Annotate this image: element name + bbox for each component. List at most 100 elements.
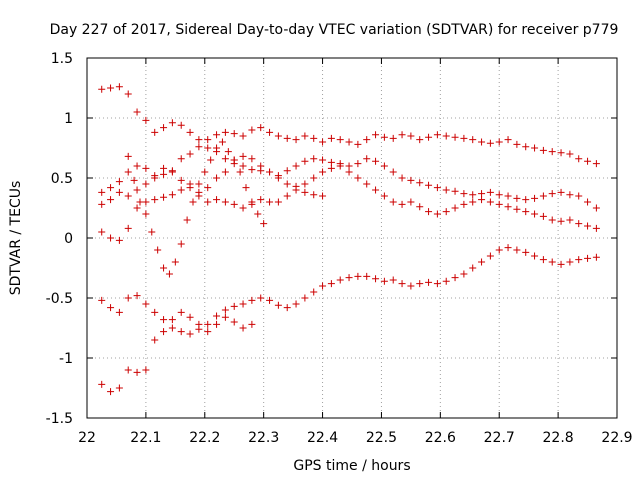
data-point xyxy=(469,198,477,206)
data-point xyxy=(478,258,486,266)
data-point xyxy=(151,128,159,136)
data-point xyxy=(142,116,150,124)
data-point xyxy=(230,318,238,326)
data-point xyxy=(442,186,450,194)
data-point xyxy=(433,280,441,288)
data-point xyxy=(327,158,335,166)
data-point xyxy=(363,272,371,280)
data-point xyxy=(310,191,318,199)
data-point xyxy=(274,132,282,140)
data-point xyxy=(345,138,353,146)
data-point xyxy=(221,306,229,314)
data-point xyxy=(274,172,282,180)
data-point xyxy=(451,187,459,195)
data-point xyxy=(160,124,168,132)
data-point xyxy=(177,328,185,336)
data-point xyxy=(274,198,282,206)
data-point xyxy=(218,138,226,146)
data-point xyxy=(301,188,309,196)
data-point xyxy=(292,300,300,308)
data-point xyxy=(495,246,503,254)
data-point xyxy=(442,277,450,285)
data-point xyxy=(115,188,123,196)
data-point xyxy=(189,198,197,206)
data-point xyxy=(566,150,574,158)
data-point xyxy=(486,188,494,196)
data-point xyxy=(478,196,486,204)
data-point xyxy=(575,192,583,200)
y-tick-label: -1.5 xyxy=(46,411,73,427)
data-point xyxy=(254,210,262,218)
data-point xyxy=(504,136,512,144)
x-tick-label: 22.8 xyxy=(543,430,574,446)
data-point xyxy=(495,191,503,199)
data-point xyxy=(398,280,406,288)
data-point xyxy=(207,156,215,164)
data-point xyxy=(186,180,194,188)
data-point xyxy=(177,186,185,194)
data-point xyxy=(124,366,132,374)
data-point xyxy=(266,128,274,136)
data-point xyxy=(107,234,115,242)
data-point xyxy=(168,119,176,127)
data-point xyxy=(522,208,530,216)
data-point xyxy=(124,224,132,232)
data-point xyxy=(310,174,318,182)
data-point xyxy=(283,134,291,142)
data-point xyxy=(283,304,291,312)
data-point xyxy=(168,191,176,199)
data-point xyxy=(204,136,212,144)
y-tick-label: 1.5 xyxy=(51,51,73,67)
data-point xyxy=(433,184,441,192)
data-point xyxy=(171,258,179,266)
data-point xyxy=(531,252,539,260)
data-point xyxy=(531,144,539,152)
data-point xyxy=(345,274,353,282)
data-point xyxy=(133,292,141,300)
data-point xyxy=(98,200,106,208)
data-point xyxy=(539,256,547,264)
data-point xyxy=(115,384,123,392)
data-point xyxy=(257,124,265,132)
data-point xyxy=(584,157,592,165)
x-tick-label: 22.9 xyxy=(601,430,632,446)
data-point xyxy=(398,174,406,182)
data-point xyxy=(327,280,335,288)
data-point xyxy=(425,181,433,189)
data-point xyxy=(239,300,247,308)
data-point xyxy=(557,149,565,157)
data-point xyxy=(592,204,600,212)
data-point xyxy=(283,180,291,188)
data-point xyxy=(107,84,115,92)
data-point xyxy=(319,138,327,146)
data-point xyxy=(478,138,486,146)
data-point xyxy=(107,388,115,396)
data-point xyxy=(310,155,318,163)
data-point xyxy=(98,380,106,388)
data-point xyxy=(433,210,441,218)
data-point xyxy=(195,136,203,144)
data-point xyxy=(142,180,150,188)
data-point xyxy=(98,188,106,196)
data-point xyxy=(319,282,327,290)
data-point xyxy=(142,366,150,374)
data-point xyxy=(513,246,521,254)
data-point xyxy=(539,192,547,200)
data-point xyxy=(354,272,362,280)
data-point xyxy=(213,320,221,328)
data-point xyxy=(592,160,600,168)
data-point xyxy=(115,178,123,186)
data-point xyxy=(416,203,424,211)
data-point xyxy=(372,186,380,194)
data-point xyxy=(407,132,415,140)
data-point xyxy=(177,240,185,248)
data-point xyxy=(460,270,468,278)
data-point xyxy=(248,198,256,206)
data-point xyxy=(372,131,380,139)
data-point xyxy=(142,210,150,218)
data-point xyxy=(522,143,530,151)
data-point xyxy=(398,200,406,208)
data-point xyxy=(98,296,106,304)
data-point xyxy=(195,320,203,328)
data-point xyxy=(425,208,433,216)
